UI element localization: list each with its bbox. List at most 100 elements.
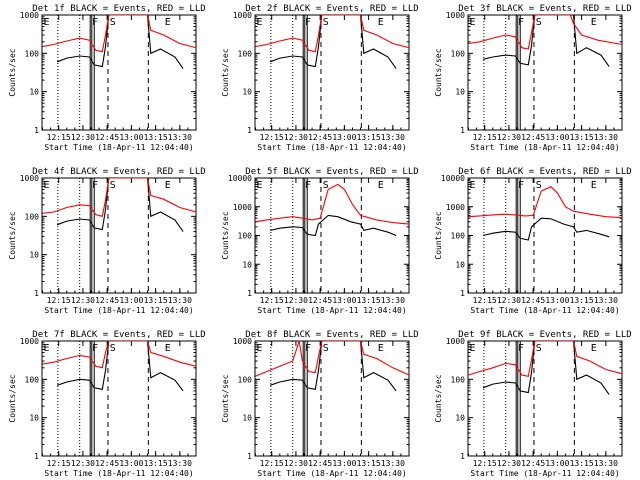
- x-tick-label: 13:30: [168, 133, 192, 142]
- y-axis-label: Counts/sec: [434, 374, 443, 422]
- lld-series-line: [42, 15, 196, 53]
- plot-frame: [254, 177, 410, 294]
- time-marker-label: E: [591, 180, 597, 191]
- x-tick-label: 12:15: [473, 296, 497, 305]
- time-marker-label: S: [323, 180, 329, 191]
- plot-frame: [254, 14, 410, 131]
- y-tick-label: 10: [29, 414, 39, 423]
- time-marker-label: E: [591, 343, 597, 354]
- y-tick-label: 10: [29, 88, 39, 97]
- detector-panel: Det 7f BLACK = Events, RED = LLD 1 10 100 10…: [8, 330, 206, 478]
- x-tick-label: 13:30: [381, 296, 405, 305]
- y-axis-label: Counts/sec: [8, 211, 17, 259]
- time-marker-label: S: [110, 343, 116, 354]
- y-axis-label: Counts/sec: [8, 374, 17, 422]
- events-series-line: [56, 178, 184, 232]
- y-tick-label: 10: [242, 88, 252, 97]
- time-marker-label: E: [591, 17, 597, 28]
- panel-title: Det 2f BLACK = Events, RED = LLD: [245, 4, 418, 14]
- lld-series-line: [255, 341, 409, 377]
- time-marker-label: F: [305, 17, 311, 28]
- time-marker-label: F: [92, 343, 98, 354]
- x-tick-label: 12:45: [95, 296, 119, 305]
- x-tick-label: 12:15: [473, 459, 497, 468]
- y-tick-label: 10: [455, 260, 465, 269]
- detector-panel: Det 2f BLACK = Events, RED = LLD 1 10 100 10…: [221, 4, 419, 152]
- time-marker-label: S: [110, 180, 116, 191]
- x-axis-label: Start Time (18-Apr-11 12:04:40): [257, 306, 406, 315]
- time-marker-label: E: [44, 180, 50, 191]
- y-tick-label: 1: [460, 452, 465, 461]
- y-axis-label: Counts/sec: [434, 211, 443, 259]
- time-marker-label: E: [470, 343, 476, 354]
- x-tick-label: 13:30: [594, 296, 618, 305]
- panel-title: Det 9f BLACK = Events, RED = LLD: [458, 330, 631, 340]
- time-marker-label: F: [92, 17, 98, 28]
- plot-frame: [41, 177, 197, 294]
- events-series-line: [482, 341, 610, 395]
- x-tick-label: 12:45: [521, 133, 545, 142]
- plot-frame: [467, 340, 623, 457]
- y-tick-label: 1: [34, 452, 39, 461]
- time-marker-label: S: [323, 17, 329, 28]
- y-tick-label: 100: [25, 49, 40, 58]
- lld-series-line: [468, 186, 622, 219]
- lld-series-line: [468, 341, 622, 377]
- x-tick-label: 12:30: [71, 459, 95, 468]
- events-series-line: [56, 15, 184, 69]
- panel-title: Det 3f BLACK = Events, RED = LLD: [458, 4, 631, 14]
- time-marker-label: S: [536, 17, 542, 28]
- x-tick-label: 12:30: [71, 133, 95, 142]
- time-marker-label: F: [518, 343, 524, 354]
- y-tick-label: 1: [34, 289, 39, 298]
- x-tick-label: 13:30: [594, 459, 618, 468]
- x-tick-label: 13:00: [119, 296, 143, 305]
- panel-title: Det 7f BLACK = Events, RED = LLD: [32, 330, 205, 340]
- lld-series-line: [255, 15, 409, 53]
- x-tick-label: 13:30: [381, 459, 405, 468]
- time-marker-label: E: [378, 17, 384, 28]
- x-tick-label: 13:00: [545, 133, 569, 142]
- y-tick-label: 1: [247, 126, 252, 135]
- y-tick-label: 10: [242, 260, 252, 269]
- plot-frame: [41, 340, 197, 457]
- x-axis-label: Start Time (18-Apr-11 12:04:40): [470, 469, 619, 478]
- detector-panel: Det 8f BLACK = Events, RED = LLD 1 10 100 10…: [221, 330, 419, 478]
- time-marker-label: E: [44, 343, 50, 354]
- x-tick-label: 13:15: [357, 459, 381, 468]
- y-tick-label: 1000: [20, 337, 39, 346]
- events-series-line: [482, 217, 610, 241]
- x-axis-label: Start Time (18-Apr-11 12:04:40): [44, 306, 193, 315]
- x-tick-label: 12:15: [47, 133, 71, 142]
- time-marker-label: E: [165, 343, 171, 354]
- time-marker-label: E: [378, 343, 384, 354]
- lld-series-line: [42, 341, 196, 369]
- time-marker-label: S: [323, 343, 329, 354]
- time-marker-label: F: [305, 180, 311, 191]
- y-tick-label: 10: [29, 251, 39, 260]
- x-tick-label: 12:30: [284, 459, 308, 468]
- y-tick-label: 1000: [20, 174, 39, 183]
- x-tick-label: 13:00: [119, 133, 143, 142]
- time-marker-label: E: [165, 180, 171, 191]
- plot-frame: [41, 14, 197, 131]
- y-tick-label: 1000: [233, 203, 252, 212]
- y-tick-label: 10: [242, 414, 252, 423]
- x-tick-label: 13:00: [332, 459, 356, 468]
- x-tick-label: 12:45: [521, 296, 545, 305]
- x-tick-label: 13:30: [594, 133, 618, 142]
- x-tick-label: 13:30: [168, 459, 192, 468]
- x-tick-label: 13:15: [144, 459, 168, 468]
- x-tick-label: 13:00: [545, 459, 569, 468]
- x-tick-label: 12:30: [284, 296, 308, 305]
- x-tick-label: 12:30: [71, 296, 95, 305]
- x-tick-label: 12:30: [497, 296, 521, 305]
- lld-series-line: [42, 178, 196, 217]
- x-tick-label: 12:15: [260, 133, 284, 142]
- x-tick-label: 13:15: [144, 296, 168, 305]
- x-tick-label: 12:15: [260, 296, 284, 305]
- time-marker-label: S: [536, 343, 542, 354]
- plot-frame: [254, 340, 410, 457]
- y-axis-label: Counts/sec: [221, 374, 230, 422]
